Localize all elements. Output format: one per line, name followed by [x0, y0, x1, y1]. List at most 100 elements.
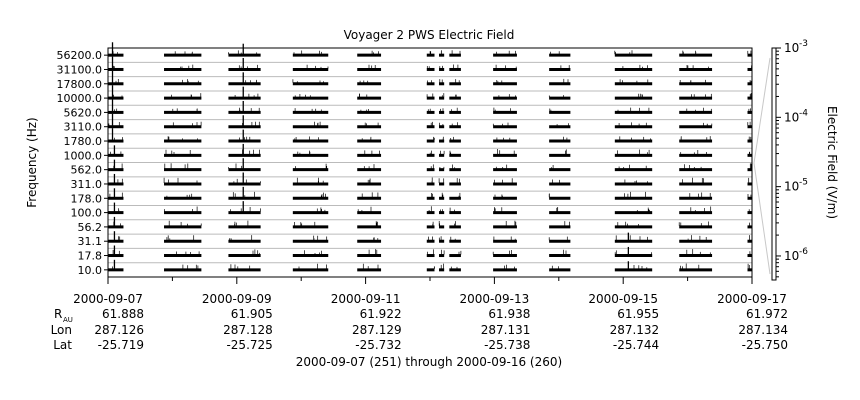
channel-noise [451, 107, 458, 112]
lat-value: -25.750 [742, 338, 788, 352]
channel-noise [749, 93, 752, 98]
channel-noise [163, 177, 198, 183]
channel-noise [563, 78, 569, 83]
lon-value: 287.134 [738, 323, 788, 337]
frequency-tick-label: 311.0 [71, 178, 103, 191]
channel-noise [439, 122, 444, 126]
lat-value: -25.738 [484, 338, 530, 352]
x-axis-label: 2000-09-07 (251) through 2000-09-16 (260… [296, 355, 562, 369]
x-axis: 2000-09-07 2000-09-09 2000-09-11 2000-09-13… [73, 277, 787, 306]
channel-noise [239, 136, 251, 140]
channel-noise [686, 107, 712, 112]
channel-noise [113, 94, 123, 98]
channel-noise [439, 166, 445, 169]
channel-noise [747, 121, 751, 126]
lon-label: Lon [51, 323, 72, 337]
channel-noise [564, 221, 570, 226]
channel-noise [294, 94, 311, 98]
channel-noise [548, 236, 568, 241]
r-au-value: 61.955 [617, 307, 659, 321]
channel-noise [167, 136, 198, 140]
channel-noise [364, 150, 380, 155]
lat-value: -25.719 [98, 338, 144, 352]
channel-noise [293, 50, 322, 55]
channel-noise [440, 108, 444, 112]
channel-noise [233, 178, 261, 183]
scale-tick-label: 10 [784, 41, 799, 55]
channel-noise [313, 235, 328, 241]
r-au-label: R [54, 307, 62, 321]
channel-noise [360, 109, 369, 112]
frequency-tick-label: 1780.0 [64, 135, 103, 148]
channel-noise [429, 150, 432, 155]
y2-axis-label: Electric Field (V/m) [825, 106, 839, 219]
channel-noise [492, 122, 509, 126]
x-tick-label: 2000-09-15 [588, 292, 658, 306]
channel-noise [454, 221, 456, 226]
channel-noise [440, 263, 444, 269]
scale-tick-exponent: -5 [799, 178, 808, 188]
channel-noise [682, 177, 704, 183]
channel-noise [678, 221, 709, 226]
channel-noise [493, 107, 511, 112]
channel-noise [296, 177, 324, 183]
channel-noise [239, 107, 260, 112]
channel-noise [230, 207, 261, 212]
channel-noise [367, 178, 371, 183]
channel-noise [234, 93, 259, 98]
channel-noise [450, 136, 454, 140]
channel-noise [617, 221, 639, 226]
channel-noise [549, 108, 552, 112]
channel-noise [451, 50, 461, 55]
frequency-tick-label: 100.0 [71, 207, 103, 220]
channel-noise [440, 150, 445, 155]
channel-noise [614, 50, 633, 55]
channel-noise [689, 192, 711, 198]
channel-noise [619, 79, 649, 83]
channel-noise [556, 207, 559, 212]
channel-noise [427, 80, 432, 83]
channel-noise [747, 50, 752, 55]
channel-noise [368, 64, 376, 69]
channel-noise [617, 149, 650, 155]
lon-value: 287.129 [352, 323, 402, 337]
channel-noise [453, 64, 459, 69]
channel-noise [182, 79, 199, 83]
channel-noise [433, 136, 435, 140]
channel-noise [166, 235, 195, 241]
chart-title: Voyager 2 PWS Electric Field [344, 28, 515, 42]
channel-noise [426, 66, 430, 69]
channel-noise [429, 51, 432, 55]
r-au-value: 61.922 [360, 307, 402, 321]
channel-noise [229, 235, 253, 241]
channel-noise [618, 122, 647, 126]
channel-noise [563, 249, 567, 255]
scale-tick-exponent: -6 [799, 247, 808, 257]
channel-noise [232, 191, 255, 198]
channel-noise [638, 93, 643, 98]
channel-noise [441, 192, 444, 198]
r-au-subscript: AU [63, 316, 73, 324]
channel-noise [113, 65, 115, 69]
channel-noise [496, 137, 511, 140]
channel-noise [110, 151, 122, 155]
channel-noise [117, 178, 123, 183]
channel-noise [451, 122, 458, 126]
lon-value: 287.126 [94, 323, 144, 337]
channel-noise [449, 150, 452, 155]
x-tick-label: 2000-09-13 [460, 292, 530, 306]
channel-noise [242, 121, 260, 126]
frequency-tick-label: 56.2 [78, 221, 103, 234]
x-tick-label: 2000-09-07 [73, 292, 143, 306]
channel-noise [686, 65, 709, 69]
channel-noise [684, 164, 702, 169]
channel-noise [320, 192, 326, 198]
electric-field-scale: 10-310-410-510-6 [753, 39, 808, 281]
channel-noise [622, 64, 648, 69]
channel-noise [109, 192, 123, 198]
frequency-tick-label: 1000.0 [64, 149, 103, 162]
channel-noise [428, 236, 433, 241]
channel-noise [316, 207, 326, 212]
lat-value: -25.725 [226, 338, 272, 352]
